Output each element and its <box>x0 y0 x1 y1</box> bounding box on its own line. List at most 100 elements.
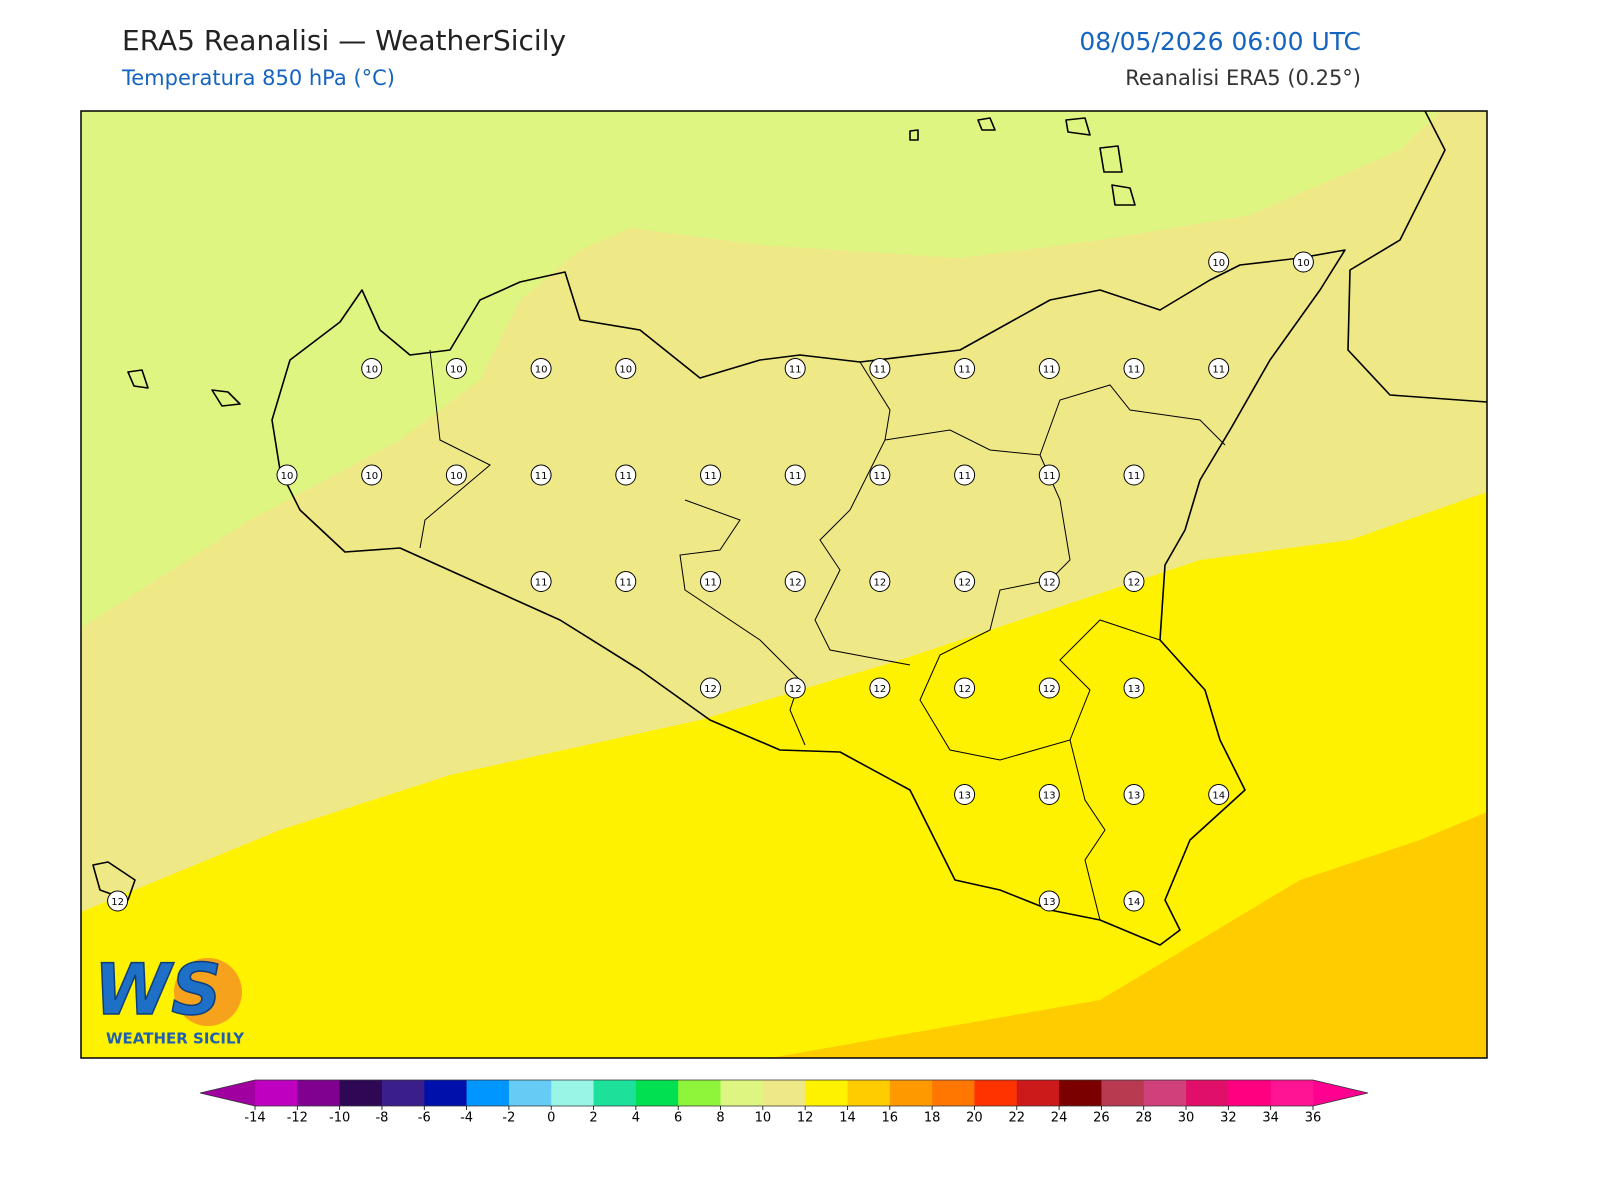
grid-value: 11 <box>874 471 887 482</box>
field-12-14 <box>81 492 1487 1058</box>
colorbar-tick-label: -14 <box>244 1111 265 1126</box>
label-marker <box>445 358 467 379</box>
colorbar-segment <box>974 1080 1018 1106</box>
colorbar-segment <box>1059 1080 1102 1106</box>
colorbar-segment <box>932 1080 975 1106</box>
label-marker <box>869 571 891 592</box>
grid-value: 11 <box>958 365 971 376</box>
label-marker <box>1123 358 1145 379</box>
label-marker <box>361 358 383 379</box>
colorbar-segment <box>847 1080 891 1106</box>
islands <box>92 117 1136 901</box>
label-marker <box>1123 677 1145 699</box>
map-frame <box>80 110 1488 1059</box>
grid-value: 12 <box>874 578 887 589</box>
grid-value: 14 <box>1128 897 1141 908</box>
grid-value: 10 <box>535 365 548 376</box>
colorbar-tick-label: 4 <box>632 1111 640 1126</box>
label-marker <box>276 464 298 486</box>
grid-value: 11 <box>1128 365 1141 376</box>
colorbar-tick-label: -6 <box>418 1111 431 1126</box>
grid-value: 14 <box>1212 791 1225 802</box>
colorbar-segment <box>1016 1080 1060 1106</box>
field-14-16 <box>770 812 1487 1058</box>
colorbar-segment <box>678 1080 722 1106</box>
grid-value: 11 <box>619 471 632 482</box>
label-marker <box>869 358 891 379</box>
label-marker <box>1038 890 1060 912</box>
colorbar-tick-label: 14 <box>839 1111 856 1126</box>
colorbar-segment <box>466 1080 510 1106</box>
label-marker <box>530 571 552 592</box>
colorbar-tick-label: 12 <box>797 1111 814 1126</box>
label-marker <box>1038 677 1060 699</box>
grid-value: 12 <box>111 897 124 908</box>
label-marker <box>615 358 637 379</box>
label-marker <box>954 677 976 699</box>
colorbar-tick-label: -8 <box>375 1111 388 1126</box>
colorbar-segment <box>424 1080 468 1106</box>
grid-value: 12 <box>874 684 887 695</box>
map <box>81 111 1487 1058</box>
grid-value: 10 <box>365 365 378 376</box>
label-marker <box>615 464 637 486</box>
grid-value: 12 <box>789 684 802 695</box>
grid-value: 13 <box>1128 684 1141 695</box>
grid-value: 10 <box>450 471 463 482</box>
label-marker <box>954 464 976 486</box>
colorbar-tick-label: 30 <box>1178 1111 1195 1126</box>
colorbar-segment <box>339 1080 383 1106</box>
label-marker <box>615 571 637 592</box>
colorbar-tick-label: 20 <box>966 1111 983 1126</box>
label-marker <box>784 464 806 486</box>
subtitle: Temperatura 850 hPa (°C) <box>121 66 395 90</box>
label-marker <box>1208 251 1230 273</box>
colorbar-tick-label: 10 <box>755 1111 772 1126</box>
grid-value: 12 <box>1043 578 1056 589</box>
colorbar-segment <box>551 1080 595 1106</box>
label-marker <box>361 464 383 486</box>
colorbar-tick-label: 0 <box>547 1111 555 1126</box>
colorbar-tick-label: 8 <box>716 1111 724 1126</box>
label-marker <box>954 358 976 379</box>
colorbar-tick-label: 24 <box>1051 1111 1068 1126</box>
grid-value: 13 <box>1043 791 1056 802</box>
grid-value: 11 <box>1212 365 1225 376</box>
colorbar-tick-label: -2 <box>502 1111 515 1126</box>
label-marker <box>1038 784 1060 805</box>
colorbar-segment <box>1228 1080 1272 1106</box>
label-marker <box>784 677 806 699</box>
grid-value: 10 <box>619 365 632 376</box>
colorbar-segment <box>1101 1080 1145 1106</box>
colorbar-tick-label: 34 <box>1262 1111 1279 1126</box>
grid-value: 10 <box>450 365 463 376</box>
colorbar-tick-label: 6 <box>674 1111 682 1126</box>
grid-value: 11 <box>535 471 548 482</box>
grid-value: 11 <box>704 578 717 589</box>
colorbar-segment <box>297 1080 341 1106</box>
grid-value: 13 <box>1043 897 1056 908</box>
label-marker <box>784 358 806 379</box>
grid-value: 12 <box>1043 684 1056 695</box>
datetime: 08/05/2026 06:00 UTC <box>1079 27 1361 56</box>
grid-value: 13 <box>958 791 971 802</box>
grid-value: 11 <box>789 365 802 376</box>
grid-value: 12 <box>789 578 802 589</box>
calabria-coast <box>1347 111 1487 403</box>
grid-value: 10 <box>365 471 378 482</box>
logo: WS WEATHER SICILY <box>93 948 245 1047</box>
label-marker <box>954 571 976 592</box>
colorbar-segment <box>255 1080 298 1106</box>
title: ERA5 Reanalisi — WeatherSicily <box>122 24 566 57</box>
label-marker <box>954 784 976 805</box>
colorbar-tick-label: 2 <box>589 1111 597 1126</box>
logo-mark: WS <box>94 949 222 1031</box>
label-marker <box>1123 890 1145 912</box>
colorbar-segment <box>593 1080 637 1106</box>
label-marker <box>1292 251 1314 273</box>
colorbar-segment <box>805 1080 848 1106</box>
grid-labels: 10 10 10 10 10 10 11 11 11 11 11 11 10 10 10 11 11 11 11 11… <box>107 251 1314 912</box>
grid-value: 11 <box>789 471 802 482</box>
label-marker <box>1123 784 1145 805</box>
